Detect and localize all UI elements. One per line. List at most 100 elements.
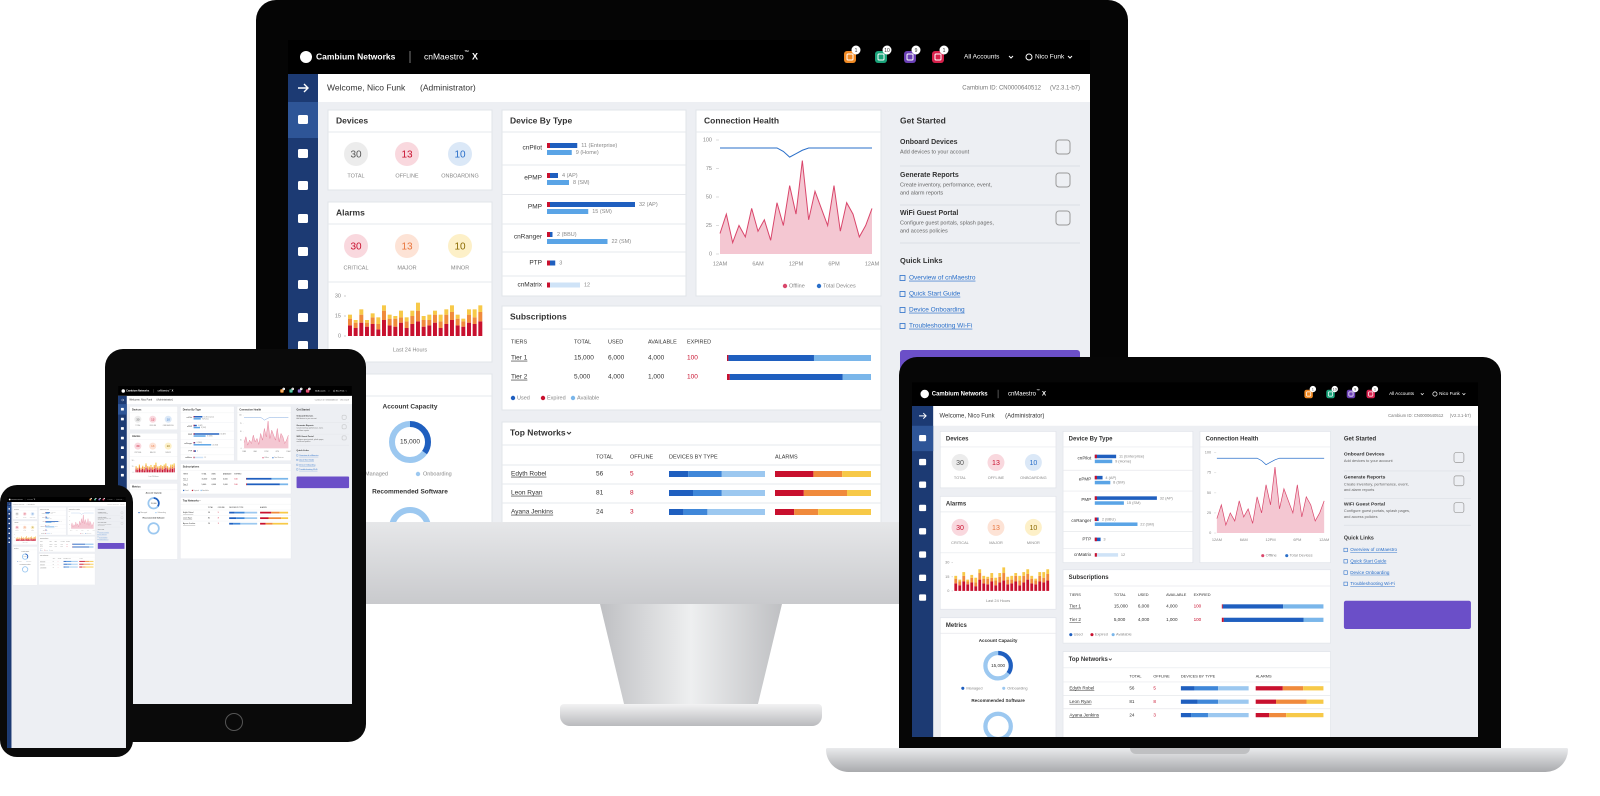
quick-link[interactable]: Quick Start Guide [909, 291, 961, 298]
tier-link[interactable]: Tier 1 [40, 543, 43, 545]
tier-link[interactable]: Tier 2 [511, 374, 528, 381]
tier-link[interactable]: Tier 2 [183, 483, 188, 486]
nav-icon[interactable] [919, 481, 927, 488]
item-desc: and access policies [900, 228, 948, 234]
item-title[interactable]: Generate Reports [297, 424, 315, 427]
network-link[interactable]: Leon Ryan [511, 490, 543, 497]
quick-link[interactable]: Device Onboarding [99, 536, 108, 538]
item-desc: and access policies [297, 441, 311, 443]
network-link[interactable]: Ayana Jenkins [183, 522, 195, 525]
nav-icon[interactable] [919, 594, 927, 601]
nav-icon[interactable] [8, 532, 10, 534]
item-title[interactable]: Onboard Devices [1344, 451, 1385, 457]
user-menu[interactable]: Nico Funk [336, 390, 345, 392]
nav-icon[interactable] [8, 522, 10, 525]
quick-link[interactable]: Overview of cnMaestro [909, 275, 976, 282]
nav-icon[interactable] [120, 465, 124, 469]
alarm-bar [143, 468, 145, 471]
nav-icon[interactable] [120, 436, 124, 440]
network-link[interactable]: Ayana Jenkins [511, 509, 554, 516]
nav-icon[interactable] [298, 149, 308, 158]
item-title[interactable]: Onboard Devices [900, 139, 958, 146]
quick-link[interactable]: Troubleshooting Wi-Fi [299, 468, 318, 471]
legend-dot [816, 283, 822, 289]
nav-icon[interactable] [919, 458, 927, 466]
nav-icon[interactable] [298, 115, 308, 124]
line [719, 160, 873, 245]
device-type: cnMatrix [1074, 552, 1092, 557]
account-menu[interactable]: All Accounts [964, 54, 1000, 61]
item-title[interactable]: Onboard Devices [98, 511, 107, 513]
network-link[interactable]: Edyth Robel [511, 471, 547, 478]
nav-icon[interactable] [120, 407, 124, 411]
nav-icon[interactable] [120, 427, 124, 430]
item-title[interactable]: Onboard Devices [297, 415, 315, 417]
nav-icon[interactable] [919, 551, 927, 558]
quick-link[interactable]: Device Onboarding [299, 463, 315, 466]
quick-link[interactable]: Overview of cnMaestro [299, 454, 318, 457]
nav-icon[interactable] [120, 473, 124, 477]
nav-icon[interactable] [8, 541, 10, 543]
quick-link[interactable]: Quick Start Guide [1350, 558, 1387, 563]
nav-icon[interactable] [120, 456, 124, 459]
nav-icon[interactable] [919, 528, 927, 535]
item-title[interactable]: Generate Reports [900, 172, 959, 179]
item-title[interactable]: Generate Reports [1344, 475, 1386, 481]
nav-icon[interactable] [8, 517, 10, 520]
nav-icon[interactable] [8, 537, 10, 539]
nav-icon[interactable] [8, 513, 10, 515]
nav-icon[interactable] [298, 181, 308, 190]
nav-icon[interactable] [120, 446, 124, 450]
nav-icon[interactable] [298, 341, 308, 350]
nav-icon[interactable] [919, 574, 927, 582]
quick-link[interactable]: Troubleshooting Wi-Fi [1350, 581, 1395, 586]
alarm-bar [986, 576, 990, 579]
item-title[interactable]: WiFi Guest Portal [1344, 501, 1386, 507]
alarm-bar [399, 322, 403, 336]
nav-icon[interactable] [8, 527, 10, 530]
network-link[interactable]: Leon Ryan [40, 563, 45, 565]
quick-link[interactable]: Quick Start Guide [299, 459, 314, 462]
expand-arrow[interactable] [8, 503, 11, 505]
item-title[interactable]: WiFi Guest Portal [297, 435, 314, 438]
tier-link[interactable]: Tier 2 [1069, 617, 1081, 622]
link-icon [1343, 570, 1348, 575]
nav-icon[interactable] [298, 214, 308, 223]
alarm-bar [138, 464, 140, 467]
nav-icon[interactable] [8, 508, 10, 510]
network-link[interactable]: Ayana Jenkins [1069, 712, 1099, 717]
y-tick-label: 0 [947, 588, 949, 593]
tier-link[interactable]: Tier 1 [1069, 604, 1081, 609]
quick-link[interactable]: Device Onboarding [909, 307, 965, 314]
quick-link[interactable]: Troubleshooting Wi-Fi [909, 323, 972, 330]
quick-link[interactable]: Overview of cnMaestro [1350, 547, 1397, 552]
quick-link[interactable]: Device Onboarding [1350, 570, 1390, 575]
expand-arrow[interactable] [298, 83, 309, 93]
tier-link[interactable]: Tier 1 [511, 355, 528, 362]
nav-icon[interactable] [120, 417, 124, 421]
user-menu[interactable]: Nico Funk [1035, 54, 1065, 61]
network-link[interactable]: Leon Ryan [183, 518, 192, 520]
nav-icon[interactable] [919, 504, 927, 512]
nav-icon[interactable] [919, 434, 927, 442]
item-title[interactable]: WiFi Guest Portal [900, 210, 958, 217]
nav-icon[interactable] [298, 313, 308, 322]
tier-link[interactable]: Tier 1 [183, 477, 188, 480]
network-link[interactable]: Edyth Robel [1069, 685, 1094, 690]
expand-arrow[interactable] [919, 412, 927, 420]
network-link[interactable]: Edyth Robel [183, 511, 194, 514]
alarm-bar [370, 317, 375, 324]
offline-indicator [547, 260, 550, 266]
expand-arrow[interactable] [120, 398, 125, 402]
alarm-mix-bar [1306, 699, 1324, 704]
account-menu[interactable]: All Accounts [1389, 391, 1415, 396]
line [1216, 457, 1325, 466]
network-link[interactable]: Leon Ryan [1069, 699, 1092, 704]
user-menu[interactable]: Nico Funk [118, 499, 123, 501]
tier-link[interactable]: Tier 2 [40, 546, 43, 548]
account-menu[interactable]: All Accounts [315, 389, 325, 392]
alarm-bar [35, 536, 36, 538]
nav-icon[interactable] [298, 247, 308, 256]
user-menu[interactable]: Nico Funk [1439, 391, 1460, 396]
nav-icon[interactable] [298, 280, 308, 289]
